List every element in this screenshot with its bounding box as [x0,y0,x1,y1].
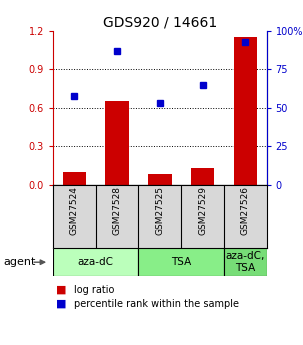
Text: GSM27529: GSM27529 [198,187,207,236]
Text: agent: agent [3,257,35,267]
Text: ■: ■ [56,299,67,308]
Text: log ratio: log ratio [74,285,115,295]
Text: aza-dC: aza-dC [78,257,114,267]
Text: GSM27528: GSM27528 [113,187,122,236]
Text: GSM27524: GSM27524 [70,187,79,235]
Text: aza-dC,
TSA: aza-dC, TSA [226,252,265,273]
Text: GSM27525: GSM27525 [155,187,164,236]
Title: GDS920 / 14661: GDS920 / 14661 [103,16,217,30]
Bar [148,174,171,185]
Bar [63,172,86,185]
Text: percentile rank within the sample: percentile rank within the sample [74,299,239,308]
Bar [105,101,129,185]
Bar [224,248,267,276]
Text: ■: ■ [56,285,67,295]
Bar [138,248,224,276]
Text: TSA: TSA [171,257,191,267]
Text: GSM27526: GSM27526 [241,187,250,236]
Bar [191,168,214,185]
Bar [53,248,138,276]
Bar [234,38,257,185]
